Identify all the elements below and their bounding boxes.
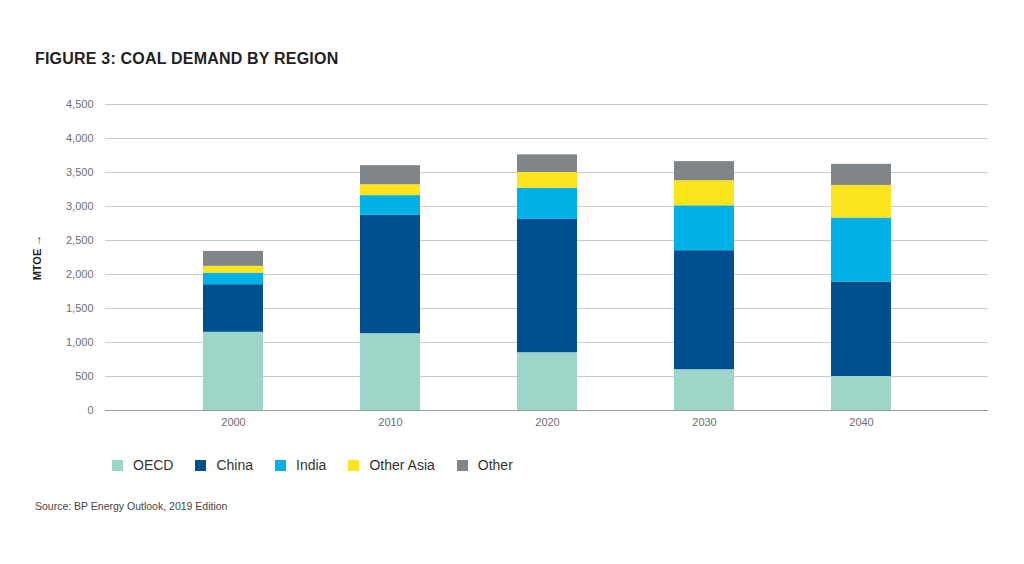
svg-text:500: 500 <box>75 370 93 382</box>
svg-text:0: 0 <box>87 404 93 416</box>
html-text:Other Asia: Other Asia <box>369 457 435 473</box>
html-text:Source: BP Energy Outlook, 201: Source: BP Energy Outlook, 2019 Edition <box>35 500 228 512</box>
html-text:India: India <box>296 457 327 473</box>
svg-text:2030: 2030 <box>692 416 716 428</box>
svg-text:4,000: 4,000 <box>66 132 94 144</box>
svg-text:1,500: 1,500 <box>66 302 94 314</box>
html-text:FIGURE 3: COAL DEMAND BY REGIO: FIGURE 3: COAL DEMAND BY REGION <box>35 50 339 67</box>
svg-text:2000: 2000 <box>221 416 245 428</box>
html-text:China: China <box>216 457 253 473</box>
svg-text:2020: 2020 <box>535 416 559 428</box>
svg-text:MTOE →: MTOE → <box>31 235 43 281</box>
svg-text:3,500: 3,500 <box>66 166 94 178</box>
html-text:Other: Other <box>477 457 513 473</box>
html-text:OECD: OECD <box>133 457 174 473</box>
svg-text:2,500: 2,500 <box>66 234 94 246</box>
svg-text:3,000: 3,000 <box>66 200 94 212</box>
svg-text:2040: 2040 <box>849 416 873 428</box>
svg-text:4,500: 4,500 <box>66 98 94 110</box>
svg-text:2010: 2010 <box>378 416 402 428</box>
svg-text:1,000: 1,000 <box>66 336 94 348</box>
svg-text:2,000: 2,000 <box>66 268 94 280</box>
